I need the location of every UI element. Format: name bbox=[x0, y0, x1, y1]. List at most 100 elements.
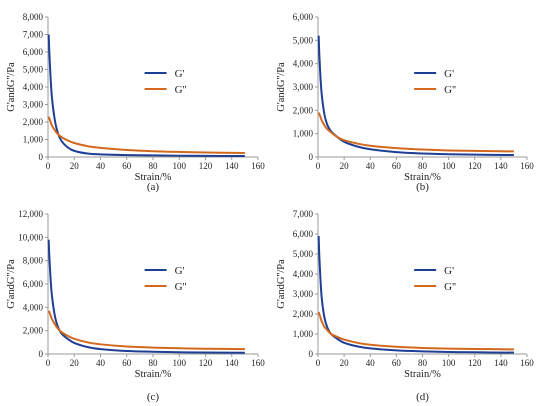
chart-panel-3: 0 1,000 2,000 3,000 4,000 5,000 6,000 7,000 0 20 4… bbox=[276, 209, 534, 403]
x-tick-label: 120 bbox=[199, 161, 213, 171]
x-axis-title: Strain/% bbox=[135, 172, 172, 183]
chart-panel-0: 0 1,000 2,000 3,000 4,000 5,000 6,000 7,000 8,00… bbox=[6, 12, 265, 193]
x-tick-label: 40 bbox=[96, 358, 106, 368]
chart-panel-1: 0 1,000 2,000 3,000 4,000 5,000 6,000 0 20 40 60 80… bbox=[276, 12, 534, 193]
x-tick-label: 40 bbox=[96, 161, 106, 171]
y-tick-label: 3,000 bbox=[293, 289, 314, 299]
x-tick-label: 60 bbox=[122, 358, 132, 368]
x-tick-label: 120 bbox=[468, 358, 482, 368]
y-tick-label: 10,000 bbox=[18, 232, 43, 242]
x-tick-label: 80 bbox=[149, 161, 159, 171]
legend-label: G' bbox=[444, 68, 454, 80]
y-tick-label: 6,000 bbox=[293, 12, 314, 22]
y-tick-label: 8,000 bbox=[23, 256, 44, 266]
y-tick-label: 0 bbox=[309, 349, 314, 359]
series-line-g-prime bbox=[317, 235, 514, 354]
x-tick-label: 40 bbox=[366, 358, 376, 368]
x-tick-label: 100 bbox=[173, 161, 187, 171]
y-tick-label: 0 bbox=[309, 152, 314, 162]
x-axis-title: Strain/% bbox=[404, 369, 441, 380]
y-tick-label: 2,000 bbox=[23, 326, 44, 336]
x-tick-label: 100 bbox=[173, 358, 187, 368]
y-tick-label: 5,000 bbox=[23, 65, 44, 75]
panel-label: (a) bbox=[147, 181, 160, 193]
x-tick-label: 0 bbox=[46, 358, 51, 368]
x-tick-label: 80 bbox=[418, 161, 428, 171]
x-tick-label: 80 bbox=[149, 358, 159, 368]
x-tick-label: 40 bbox=[366, 161, 376, 171]
y-tick-label: 3,000 bbox=[23, 100, 44, 110]
x-tick-label: 140 bbox=[494, 358, 508, 368]
y-tick-label: 6,000 bbox=[293, 229, 314, 239]
x-tick-label: 20 bbox=[340, 358, 350, 368]
x-tick-label: 60 bbox=[122, 161, 132, 171]
legend-label: G' bbox=[444, 265, 454, 277]
series-line-g-double-prime bbox=[47, 310, 245, 351]
y-tick-label: 5,000 bbox=[293, 249, 314, 259]
legend-label: G'' bbox=[175, 84, 187, 96]
x-axis-title: Strain/% bbox=[404, 172, 441, 183]
y-axis-title: G'andG''/Pa bbox=[276, 62, 287, 112]
series-line-g-prime bbox=[47, 239, 245, 354]
y-axis-title: G'andG''/Pa bbox=[276, 259, 287, 309]
chart-panel-2: 0 2,000 4,000 6,000 8,000 10,000 12,000 0 20 40 60… bbox=[6, 209, 265, 403]
x-tick-label: 20 bbox=[340, 161, 350, 171]
y-tick-label: 7,000 bbox=[293, 209, 314, 219]
y-tick-label: 2,000 bbox=[293, 105, 314, 115]
legend-label: G' bbox=[175, 265, 185, 277]
x-tick-label: 160 bbox=[520, 161, 534, 171]
y-tick-label: 7,000 bbox=[23, 30, 44, 40]
y-tick-label: 2,000 bbox=[293, 309, 314, 319]
x-tick-label: 60 bbox=[392, 358, 402, 368]
x-tick-label: 0 bbox=[316, 161, 321, 171]
panel-label: (c) bbox=[147, 391, 160, 403]
x-tick-label: 80 bbox=[418, 358, 428, 368]
y-tick-label: 3,000 bbox=[293, 82, 314, 92]
y-tick-label: 5,000 bbox=[293, 35, 314, 45]
x-tick-label: 20 bbox=[70, 358, 80, 368]
x-tick-label: 120 bbox=[199, 358, 213, 368]
x-tick-label: 140 bbox=[494, 161, 508, 171]
panel-label: (d) bbox=[416, 391, 429, 403]
series-line-g-prime bbox=[317, 35, 514, 157]
x-tick-label: 20 bbox=[70, 161, 80, 171]
series-line-g-double-prime bbox=[317, 311, 514, 351]
y-tick-label: 2,000 bbox=[23, 117, 44, 127]
y-tick-label: 4,000 bbox=[293, 269, 314, 279]
y-tick-label: 0 bbox=[39, 349, 44, 359]
y-tick-label: 12,000 bbox=[18, 209, 43, 219]
x-tick-label: 140 bbox=[225, 358, 239, 368]
x-tick-label: 0 bbox=[316, 358, 321, 368]
series-line-g-double-prime bbox=[317, 112, 514, 153]
x-tick-label: 160 bbox=[251, 358, 265, 368]
y-tick-label: 6,000 bbox=[23, 47, 44, 57]
y-tick-label: 4,000 bbox=[23, 302, 44, 312]
y-axis-title: G'andG''/Pa bbox=[6, 62, 17, 112]
legend-label: G'' bbox=[444, 281, 456, 293]
x-tick-label: 100 bbox=[442, 358, 456, 368]
y-tick-label: 0 bbox=[39, 152, 44, 162]
y-tick-label: 1,000 bbox=[293, 129, 314, 139]
y-tick-label: 6,000 bbox=[23, 279, 44, 289]
x-tick-label: 120 bbox=[468, 161, 482, 171]
y-tick-label: 1,000 bbox=[23, 135, 44, 145]
y-tick-label: 4,000 bbox=[293, 59, 314, 69]
x-tick-label: 60 bbox=[392, 161, 402, 171]
y-axis-title: G'andG''/Pa bbox=[6, 259, 17, 309]
legend-label: G'' bbox=[175, 281, 187, 293]
legend-label: G'' bbox=[444, 84, 456, 96]
x-tick-label: 0 bbox=[46, 161, 51, 171]
series-line-g-prime bbox=[47, 34, 245, 158]
y-tick-label: 4,000 bbox=[23, 82, 44, 92]
x-tick-label: 160 bbox=[251, 161, 265, 171]
y-tick-label: 8,000 bbox=[23, 12, 44, 22]
x-tick-label: 160 bbox=[520, 358, 534, 368]
y-tick-label: 1,000 bbox=[293, 329, 314, 339]
x-axis-title: Strain/% bbox=[135, 369, 172, 380]
x-tick-label: 100 bbox=[442, 161, 456, 171]
legend-label: G' bbox=[175, 68, 185, 80]
x-tick-label: 140 bbox=[225, 161, 239, 171]
series-line-g-double-prime bbox=[47, 116, 245, 154]
panel-label: (b) bbox=[416, 181, 429, 193]
